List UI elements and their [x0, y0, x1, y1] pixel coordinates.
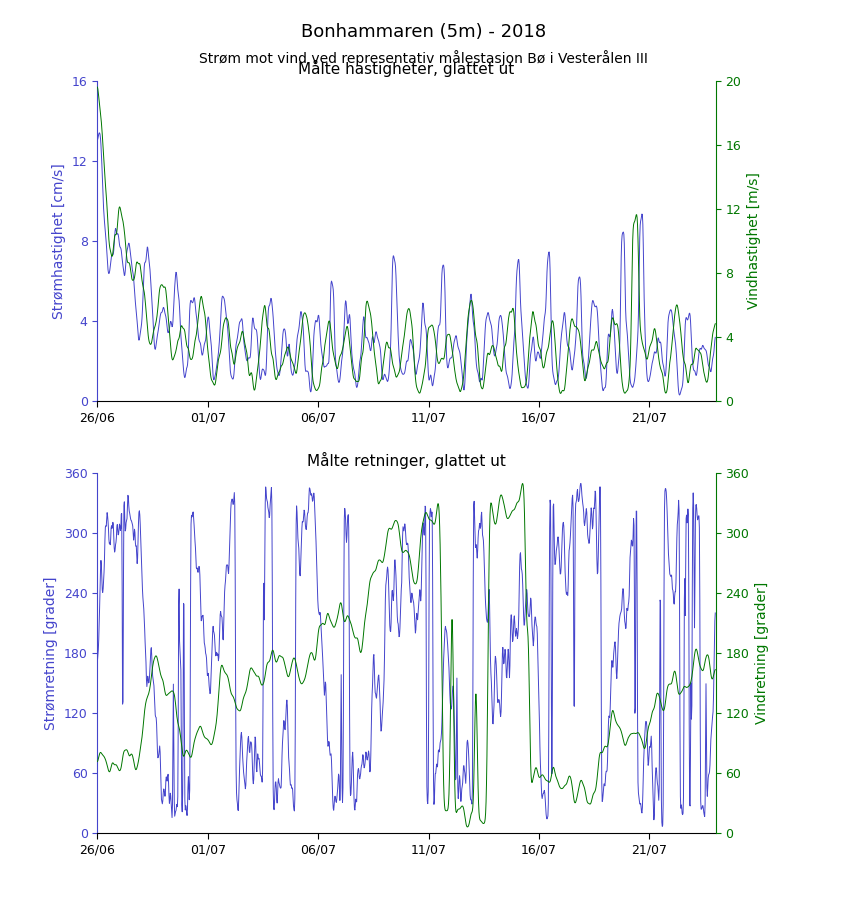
- Y-axis label: Strømhastighet [cm/s]: Strømhastighet [cm/s]: [53, 163, 66, 319]
- Y-axis label: Vindhastighet [m/s]: Vindhastighet [m/s]: [747, 173, 761, 309]
- Title: Målte retninger, glattet ut: Målte retninger, glattet ut: [307, 452, 506, 469]
- Title: Målte hastigheter, glattet ut: Målte hastigheter, glattet ut: [298, 60, 515, 77]
- Text: Bonhammaren (5m) - 2018: Bonhammaren (5m) - 2018: [301, 23, 546, 41]
- Y-axis label: Strømretning [grader]: Strømretning [grader]: [44, 577, 58, 730]
- Text: Strøm mot vind ved representativ målestasjon Bø i Vesterålen III: Strøm mot vind ved representativ målesta…: [199, 50, 648, 66]
- Y-axis label: Vindretning [grader]: Vindretning [grader]: [755, 582, 769, 724]
